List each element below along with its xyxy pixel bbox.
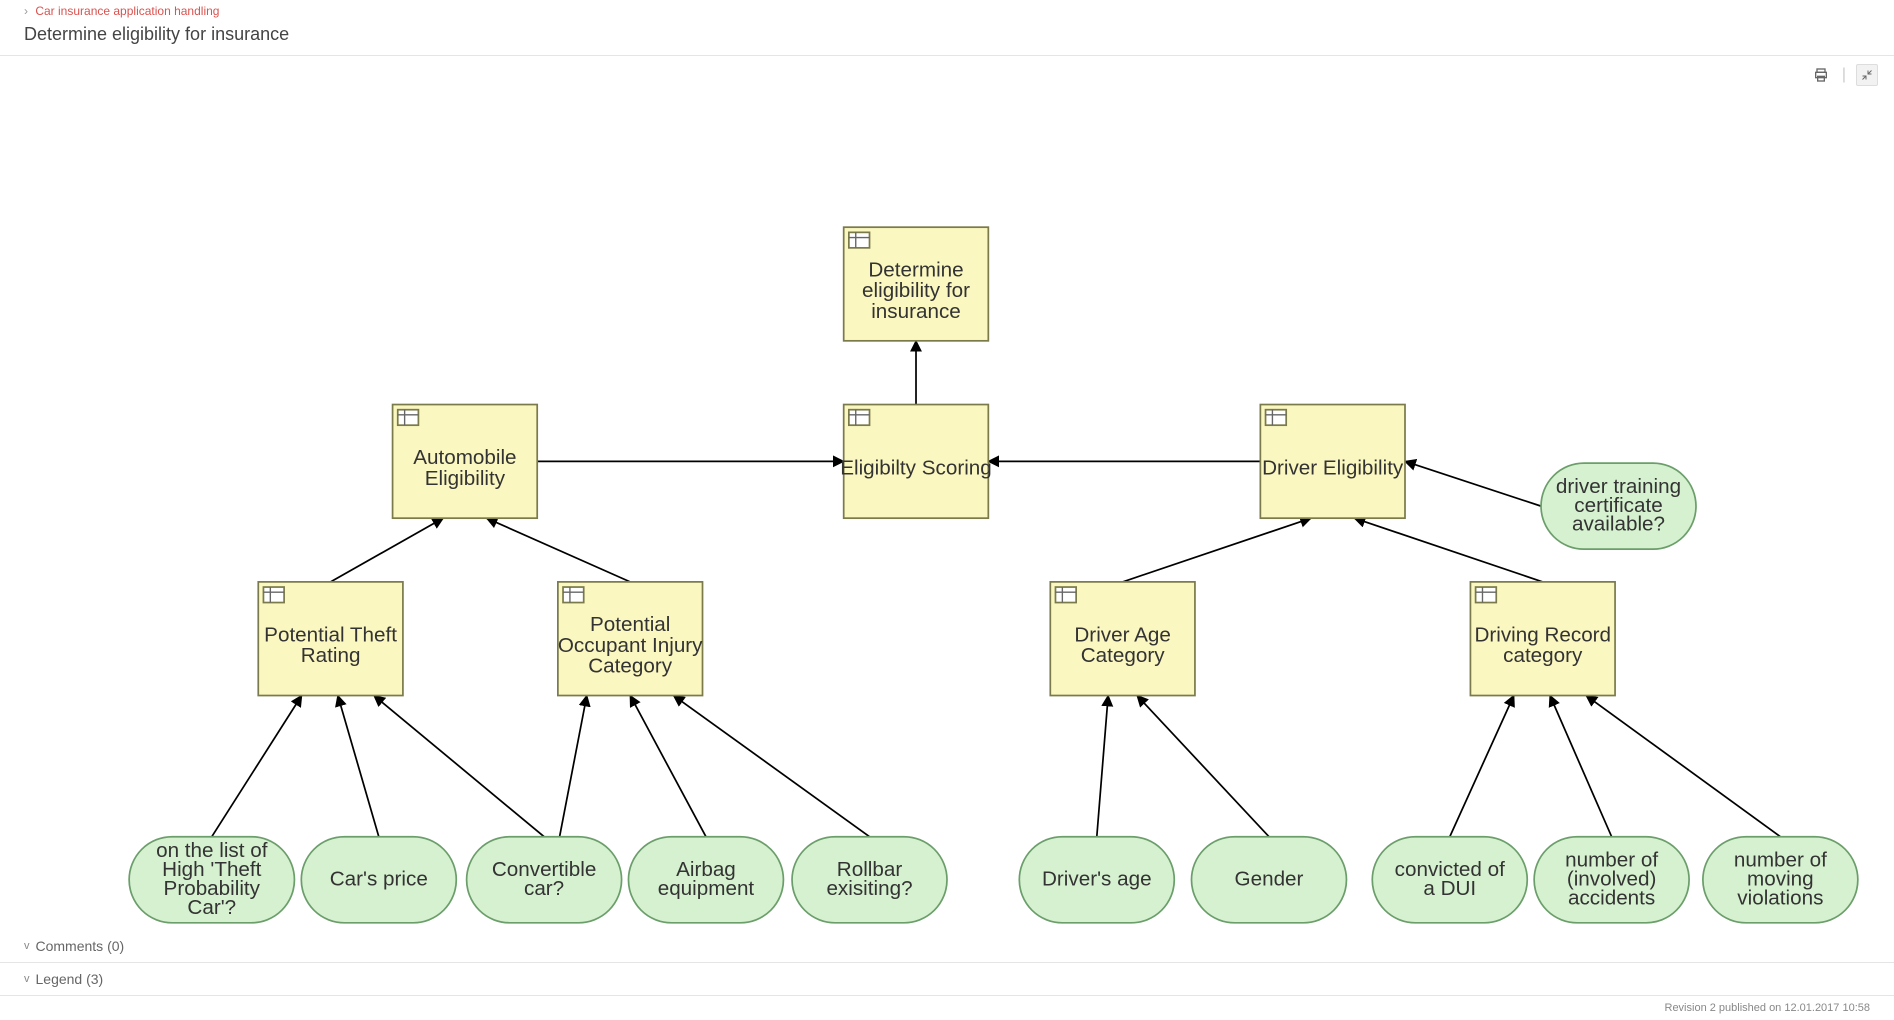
input-node-airb[interactable]: Airbagequipment bbox=[628, 837, 783, 923]
legend-label: Legend (3) bbox=[36, 971, 104, 987]
edge-drc-to-drv bbox=[1354, 518, 1542, 582]
table-icon bbox=[1055, 587, 1076, 602]
svg-text:Driver AgeCategory: Driver AgeCategory bbox=[1074, 623, 1170, 667]
input-node-dui[interactable]: convicted ofa DUI bbox=[1372, 837, 1527, 923]
svg-text:Car's price: Car's price bbox=[330, 867, 428, 890]
chevron-down-icon: v bbox=[24, 940, 30, 952]
breadcrumb-parent-link[interactable]: Car insurance application handling bbox=[35, 4, 219, 18]
chevron-down-icon: v bbox=[24, 973, 30, 985]
collapse-icon[interactable] bbox=[1856, 64, 1878, 86]
chevron-right-icon: › bbox=[24, 4, 28, 18]
edge-roll-to-poic bbox=[674, 696, 870, 837]
input-node-acc[interactable]: number of(involved)accidents bbox=[1534, 837, 1689, 923]
edge-ptr-to-auto bbox=[331, 518, 444, 582]
edge-conv-to-ptr bbox=[374, 696, 544, 837]
toolbar: | bbox=[0, 56, 1894, 86]
page-title: Determine eligibility for insurance bbox=[0, 18, 1894, 55]
table-icon bbox=[849, 410, 870, 425]
edge-mov-to-drc bbox=[1586, 696, 1780, 837]
edge-htpc-to-ptr bbox=[212, 696, 302, 837]
edge-poic-to-auto bbox=[487, 518, 631, 582]
diagram-canvas[interactable]: Determineeligibility forinsurance Automob… bbox=[0, 86, 1894, 930]
toolbar-separator: | bbox=[1842, 66, 1846, 84]
table-icon bbox=[1266, 410, 1287, 425]
table-icon bbox=[563, 587, 584, 602]
input-node-htpc[interactable]: on the list ofHigh 'TheftProbabilityCar'… bbox=[129, 837, 294, 923]
svg-text:Driver's age: Driver's age bbox=[1042, 867, 1152, 890]
edge-dtc-to-drv bbox=[1405, 461, 1541, 506]
edge-dage-to-dac bbox=[1097, 696, 1108, 837]
edge-acc-to-drc bbox=[1550, 696, 1612, 837]
input-node-gend[interactable]: Gender bbox=[1191, 837, 1346, 923]
edge-gend-to-dac bbox=[1137, 696, 1269, 837]
edge-conv-to-poic bbox=[560, 696, 587, 837]
decision-node-drc[interactable]: Driving Recordcategory bbox=[1470, 582, 1615, 696]
input-node-price[interactable]: Car's price bbox=[301, 837, 456, 923]
decision-node-drv[interactable]: Driver Eligibility bbox=[1260, 405, 1405, 519]
comments-section[interactable]: v Comments (0) bbox=[0, 930, 1894, 963]
svg-text:Gender: Gender bbox=[1235, 867, 1304, 890]
input-node-mov[interactable]: number ofmovingviolations bbox=[1703, 837, 1858, 923]
footer-revision: Revision 2 published on 12.01.2017 10:58 bbox=[0, 996, 1894, 1020]
input-node-roll[interactable]: Rollbarexisiting? bbox=[792, 837, 947, 923]
breadcrumb: › Car insurance application handling bbox=[0, 0, 1894, 18]
decision-node-det[interactable]: Determineeligibility forinsurance bbox=[844, 227, 989, 341]
edge-dac-to-drv bbox=[1123, 518, 1311, 582]
table-icon bbox=[1476, 587, 1497, 602]
dmn-diagram: Determineeligibility forinsurance Automob… bbox=[0, 86, 1894, 930]
svg-text:Determineeligibility forinsura: Determineeligibility forinsurance bbox=[862, 258, 970, 322]
input-node-conv[interactable]: Convertiblecar? bbox=[467, 837, 622, 923]
input-node-dtc[interactable]: driver trainingcertificateavailable? bbox=[1541, 463, 1696, 549]
decision-node-scor[interactable]: Eligibilty Scoring bbox=[840, 405, 992, 519]
decision-node-ptr[interactable]: Potential TheftRating bbox=[258, 582, 403, 696]
svg-text:Eligibilty Scoring: Eligibilty Scoring bbox=[840, 456, 992, 479]
decision-node-poic[interactable]: PotentialOccupant InjuryCategory bbox=[558, 582, 703, 696]
svg-text:Driver Eligibility: Driver Eligibility bbox=[1262, 456, 1404, 479]
edge-price-to-ptr bbox=[338, 696, 379, 837]
input-node-dage[interactable]: Driver's age bbox=[1019, 837, 1174, 923]
table-icon bbox=[398, 410, 419, 425]
svg-text:number ofmovingviolations: number ofmovingviolations bbox=[1734, 848, 1827, 909]
table-icon bbox=[849, 232, 870, 247]
svg-text:driver trainingcertificateavai: driver trainingcertificateavailable? bbox=[1556, 475, 1681, 536]
comments-label: Comments (0) bbox=[36, 938, 125, 954]
decision-node-dac[interactable]: Driver AgeCategory bbox=[1050, 582, 1195, 696]
table-icon bbox=[263, 587, 284, 602]
edge-airb-to-poic bbox=[630, 696, 706, 837]
print-icon[interactable] bbox=[1810, 64, 1832, 86]
svg-text:number of(involved)accidents: number of(involved)accidents bbox=[1565, 848, 1658, 909]
legend-section[interactable]: v Legend (3) bbox=[0, 963, 1894, 996]
decision-node-auto[interactable]: AutomobileEligibility bbox=[393, 405, 538, 519]
edge-dui-to-drc bbox=[1450, 696, 1514, 837]
svg-text:Rollbarexisiting?: Rollbarexisiting? bbox=[826, 858, 912, 900]
svg-text:AutomobileEligibility: AutomobileEligibility bbox=[413, 446, 516, 490]
